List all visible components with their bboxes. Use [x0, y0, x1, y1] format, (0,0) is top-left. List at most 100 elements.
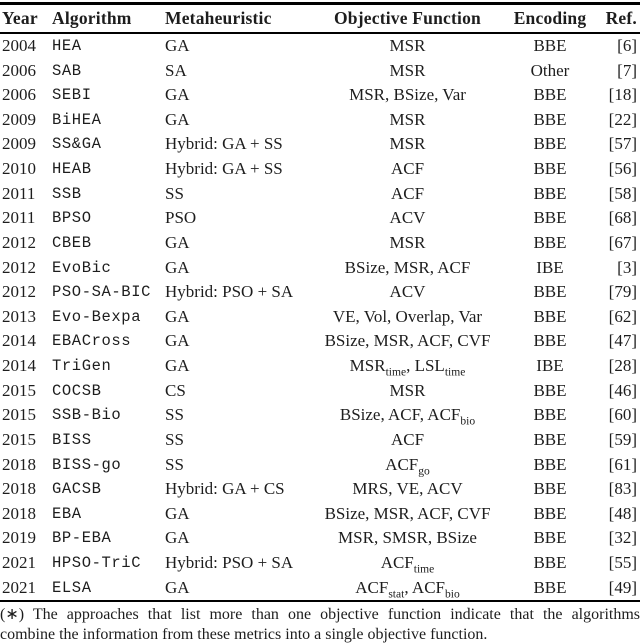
cell-ref: [56]	[608, 159, 637, 179]
cell-algorithm: SEBI	[52, 86, 92, 105]
cell-objective-function: VE, Vol, Overlap, Var	[332, 306, 483, 326]
cell-year: 2013	[2, 306, 36, 326]
cell-metaheuristic: GA	[165, 331, 190, 351]
cell-ref: [48]	[608, 503, 637, 523]
cell-year: 2021	[2, 553, 36, 573]
cell-objective-function: MSR	[389, 232, 426, 252]
cell-year: 2010	[2, 159, 36, 179]
cell-metaheuristic: GA	[165, 306, 190, 326]
cell-objective-function: MSR	[389, 109, 426, 129]
cell-year: 2015	[2, 405, 36, 425]
cell-algorithm: HEA	[52, 36, 82, 55]
cell-metaheuristic: PSO	[165, 208, 197, 228]
cell-algorithm: BISS	[52, 430, 92, 449]
cell-ref: [22]	[608, 109, 637, 129]
cell-year: 2012	[2, 257, 36, 277]
cell-encoding: BBE	[533, 528, 567, 548]
cell-ref: [49]	[608, 577, 637, 597]
cell-encoding: BBE	[533, 183, 567, 203]
cell-algorithm: EBA	[52, 504, 82, 523]
cell-ref: [62]	[608, 306, 637, 326]
table-row: 2018 GACSB Hybrid: GA + CS MRS, VE, ACV BBE […	[0, 477, 640, 502]
table-row: 2018 EBA GA BSize, MSR, ACF, CVF BBE [48]	[0, 501, 640, 526]
cell-ref: [60]	[608, 405, 637, 425]
cell-metaheuristic: GA	[165, 356, 190, 376]
table-row: 2014 TriGen GA MSRtime, LSLtime IBE [28]	[0, 354, 640, 379]
cell-metaheuristic: Hybrid: PSO + SA	[165, 282, 294, 302]
cell-year: 2011	[2, 183, 36, 203]
cell-objective-function: MSR	[389, 380, 426, 400]
cell-algorithm: SSB	[52, 184, 82, 203]
cell-objective-function: ACFgo	[385, 454, 430, 477]
footnote: (∗) The approaches that list more than o…	[0, 602, 640, 643]
cell-year: 2006	[2, 60, 36, 80]
table-row: 2012 CBEB GA MSR BBE [67]	[0, 231, 640, 256]
cell-metaheuristic: GA	[165, 528, 190, 548]
table-row: 2012 PSO-SA-BIC Hybrid: PSO + SA ACV BBE [79]	[0, 280, 640, 305]
cell-objective-function: BSize, MSR, ACF, CVF	[324, 331, 491, 351]
top-rule	[0, 2, 640, 5]
table-row: 2006 SEBI GA MSR, BSize, Var BBE [18]	[0, 83, 640, 108]
cell-encoding: BBE	[533, 208, 567, 228]
cell-objective-function: BSize, ACF, ACFbio	[339, 405, 476, 428]
cell-objective-function: MSR	[389, 35, 426, 55]
header-rule	[0, 32, 640, 34]
cell-objective-function: BSize, MSR, ACF	[344, 257, 471, 277]
cell-encoding: BBE	[533, 331, 567, 351]
cell-metaheuristic: GA	[165, 257, 190, 277]
cell-algorithm: BISS-go	[52, 455, 122, 474]
cell-year: 2021	[2, 577, 36, 597]
cell-year: 2019	[2, 528, 36, 548]
cell-ref: [55]	[608, 553, 637, 573]
cell-metaheuristic: Hybrid: GA + CS	[165, 479, 285, 499]
cell-encoding: BBE	[533, 429, 567, 449]
cell-encoding: BBE	[533, 109, 567, 129]
table-row: 2010 HEAB Hybrid: GA + SS ACF BBE [56]	[0, 157, 640, 182]
table-row: 2012 EvoBic GA BSize, MSR, ACF IBE [3]	[0, 255, 640, 280]
cell-metaheuristic: GA	[165, 109, 190, 129]
table-row: 2018 BISS-go SS ACFgo BBE [61]	[0, 452, 640, 477]
cell-algorithm: CBEB	[52, 233, 92, 252]
cell-algorithm: TriGen	[52, 357, 112, 376]
table-body: 2004 HEA GA MSR BBE [6] 2006 SAB SA MSR Other [7] 20…	[0, 34, 640, 600]
cell-encoding: Other	[530, 60, 570, 80]
table-row: 2013 Evo-Bexpa GA VE, Vol, Overlap, Var BBE […	[0, 304, 640, 329]
bottom-rule	[0, 599, 640, 602]
table-row: 2011 SSB SS ACF BBE [58]	[0, 181, 640, 206]
cell-metaheuristic: Hybrid: GA + SS	[165, 159, 283, 179]
cell-encoding: BBE	[533, 380, 567, 400]
table-row: 2014 EBACross GA BSize, MSR, ACF, CVF BBE [47…	[0, 329, 640, 354]
footnote-line-2: combine the information from these metri…	[0, 625, 488, 643]
cell-year: 2018	[2, 503, 36, 523]
cell-objective-function: MSR, BSize, Var	[349, 85, 466, 105]
cell-algorithm: HEAB	[52, 160, 92, 179]
cell-encoding: BBE	[533, 159, 567, 179]
cell-ref: [7]	[617, 60, 637, 80]
footnote-line-1: (∗) The approaches that list more than o…	[0, 605, 640, 623]
cell-metaheuristic: SS	[165, 454, 184, 474]
cell-metaheuristic: GA	[165, 35, 190, 55]
cell-encoding: BBE	[533, 503, 567, 523]
cell-metaheuristic: SS	[165, 429, 184, 449]
cell-ref: [83]	[608, 479, 637, 499]
cell-ref: [6]	[617, 35, 637, 55]
cell-year: 2009	[2, 109, 36, 129]
table-row: 2015 BISS SS ACF BBE [59]	[0, 428, 640, 453]
cell-metaheuristic: GA	[165, 577, 190, 597]
cell-metaheuristic: CS	[165, 380, 186, 400]
cell-algorithm: EBACross	[52, 332, 132, 351]
header-metaheuristic: Metaheuristic	[165, 7, 272, 28]
table-row: 2015 COCSB CS MSR BBE [46]	[0, 378, 640, 403]
header-ref: Ref.	[605, 7, 637, 28]
cell-objective-function: ACV	[389, 208, 426, 228]
cell-year: 2004	[2, 35, 36, 55]
cell-objective-function: ACFtime	[380, 553, 435, 576]
cell-algorithm: GACSB	[52, 480, 102, 499]
cell-ref: [79]	[608, 282, 637, 302]
cell-objective-function: MSR, SMSR, BSize	[338, 528, 477, 548]
cell-encoding: BBE	[533, 454, 567, 474]
cell-ref: [61]	[608, 454, 637, 474]
cell-year: 2014	[2, 356, 36, 376]
cell-algorithm: ELSA	[52, 578, 92, 597]
cell-year: 2018	[2, 479, 36, 499]
